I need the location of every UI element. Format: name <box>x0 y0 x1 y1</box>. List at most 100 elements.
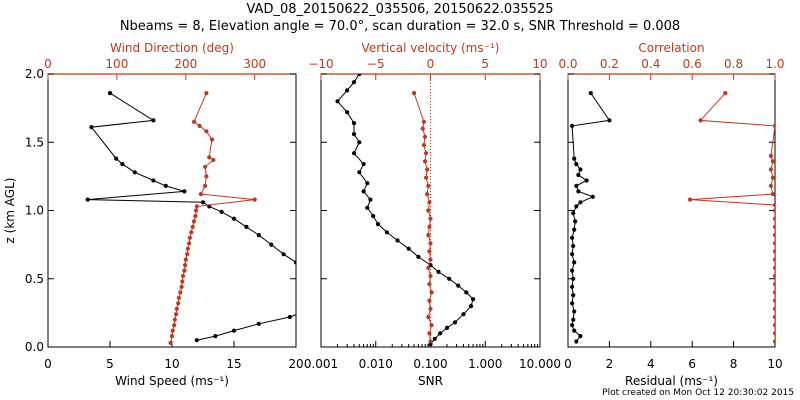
panel-residual-residual-point <box>588 91 593 96</box>
panel-snr-vertical-velocity-point <box>420 126 425 131</box>
panel-wind-wind-direction-point <box>194 208 199 213</box>
panel-wind-wind-speed-point <box>293 260 296 265</box>
panel-residual-residual-point <box>571 276 576 281</box>
panel-snr-vertical-velocity-point <box>421 142 426 148</box>
panel-snr-vertical-velocity-point <box>426 208 431 213</box>
panel-residual-residual-point <box>570 252 575 257</box>
panel-snr-vertical-velocity-point <box>425 167 430 172</box>
panel-residual-bottom-tick-label: 0 <box>564 357 572 371</box>
panel-residual-residual-point <box>572 156 577 161</box>
panel-wind-wind-speed-point <box>163 183 168 188</box>
panel-snr-top-tick-label: −5 <box>367 57 385 71</box>
panel-residual-correlation-point <box>770 192 775 197</box>
panel-residual-correlation-point <box>772 265 775 270</box>
panel-wind-wind-speed-point <box>213 334 218 339</box>
panel-snr-bottom-tick-label: 0.010 <box>359 357 393 371</box>
panel-residual-correlation-point <box>772 233 775 238</box>
panel-snr-top-tick-label: 5 <box>481 57 489 71</box>
panel-wind-wind-speed-point <box>151 178 156 183</box>
panel-residual-bottom-axis-label: Residual (ms⁻¹) <box>625 374 718 388</box>
panel-wind-wind-direction-point <box>207 155 212 160</box>
panel-residual-residual-point <box>574 183 579 188</box>
panel-wind-wind-direction-point <box>169 334 175 339</box>
panel-wind-wind-speed-point <box>256 321 261 326</box>
panel-wind-wind-speed-point <box>182 189 187 194</box>
panel-snr-top-tick-label: −10 <box>308 57 333 71</box>
panel-wind-wind-speed-point <box>281 252 286 257</box>
panel-snr-vertical-velocity-point <box>428 339 433 344</box>
panel-wind-wind-speed-point <box>200 200 206 205</box>
panel-wind-wind-direction-point <box>203 183 208 188</box>
panel-wind-wind-direction-point <box>211 157 216 163</box>
panel-snr-vertical-velocity-point <box>426 183 431 188</box>
panel-wind-wind-speed-point <box>244 224 249 229</box>
panel-snr-snr-point <box>432 336 437 341</box>
panel-snr-vertical-velocity-point <box>424 175 429 180</box>
panel-wind-wind-direction-point <box>203 164 208 169</box>
panel-snr-snr-point <box>438 331 443 336</box>
panel-snr-vertical-velocity-point <box>428 216 433 221</box>
panel-residual-residual-point <box>571 243 576 249</box>
panel-wind-wind-speed-point <box>151 118 156 123</box>
panel-snr-snr-point <box>357 74 362 77</box>
panel-snr-vertical-velocity-point <box>428 241 433 246</box>
panel-wind-wind-direction-point <box>190 224 195 229</box>
panel-snr-snr-point <box>468 304 474 309</box>
panel-wind-wind-speed-point <box>107 91 113 96</box>
panel-wind-wind-direction-point <box>182 268 187 273</box>
panel-wind-wind-speed-point <box>219 209 224 214</box>
panel-snr-snr-point <box>461 312 466 317</box>
panel-wind-top-tick-label: 100 <box>105 57 128 71</box>
panel-residual-correlation-point <box>772 257 775 262</box>
panel-wind-wind-direction-point <box>176 301 181 306</box>
panel-snr-snr-point <box>368 197 373 202</box>
panel-wind-wind-direction-point <box>187 235 192 240</box>
panel-wind-wind-speed-point <box>194 338 199 343</box>
panel-residual-residual-point <box>574 162 579 167</box>
panel-snr-vertical-velocity-point <box>427 282 432 287</box>
panel-residual-correlation-point <box>772 224 775 229</box>
panel-residual-top-tick-label: 0.4 <box>641 57 660 71</box>
panel-snr-snr-point <box>345 88 350 93</box>
panel-residual-correlation-point <box>768 183 774 188</box>
panel-wind-wind-direction-point <box>252 197 257 202</box>
panel-residual-residual-point <box>576 172 581 178</box>
panel-snr-vertical-velocity-point <box>412 91 417 96</box>
panel-snr-snr-point <box>416 254 421 259</box>
panel-snr-vertical-velocity-point <box>424 151 429 156</box>
panel-residual-correlation-line <box>690 92 775 342</box>
panel-wind-wind-direction-point <box>168 340 173 345</box>
panel-residual-residual-point <box>571 211 576 216</box>
panel-wind-wind-speed-point <box>85 197 90 202</box>
panel-residual-correlation-point <box>770 175 775 180</box>
panel-residual-correlation-point <box>688 197 693 202</box>
panel-residual-residual-line <box>571 92 611 342</box>
panel-snr-top-tick-label: 0 <box>427 57 435 71</box>
panel-wind-bottom-tick-label: 0 <box>44 357 52 371</box>
panel-wind-wind-speed-point <box>287 314 292 320</box>
panel-wind-wind-direction-point <box>185 246 190 251</box>
panel-wind-bottom-tick-label: 20 <box>288 357 303 371</box>
panel-residual-residual-point <box>574 204 579 209</box>
panel-wind-wind-direction-point <box>183 257 188 262</box>
panel-wind-wind-speed-point <box>231 328 237 333</box>
chart-title-line-2: Nbeams = 8, Elevation angle = 70.0°, sca… <box>119 19 681 34</box>
panel-residual-residual-point <box>572 309 577 314</box>
panel-snr-snr-point <box>471 297 476 302</box>
panel-snr-vertical-velocity-point <box>427 249 432 254</box>
panel-snr-snr-point <box>371 213 376 219</box>
panel-wind-wind-direction-line <box>170 92 255 344</box>
panel-wind-wind-direction-point <box>204 174 209 179</box>
panel-wind-y-tick-label: 0.5 <box>25 272 44 286</box>
panel-wind-wind-direction-point <box>198 192 203 197</box>
panel-snr-vertical-velocity-point <box>427 298 432 303</box>
panel-residual-bottom-tick-label: 8 <box>730 357 738 371</box>
panel-wind-top-tick-label: 200 <box>174 57 197 71</box>
panel-residual-residual-point <box>573 219 578 224</box>
panel-wind-frame <box>47 73 297 348</box>
panel-snr-snr-point <box>361 162 366 167</box>
panel-snr-snr-point <box>351 121 357 126</box>
panel-residual-residual-point <box>572 227 577 232</box>
panel-wind-wind-direction-point <box>193 213 198 219</box>
panel-wind-bottom-tick-label: 15 <box>226 357 241 371</box>
